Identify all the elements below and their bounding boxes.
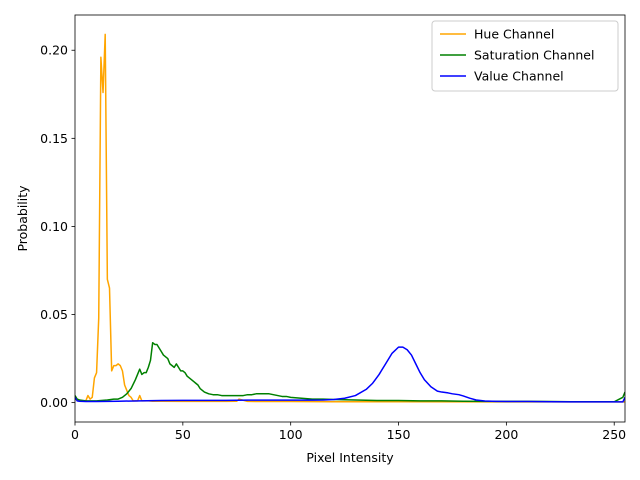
y-tick-label: 0.00 [40,395,68,410]
legend-label-1: Saturation Channel [474,48,594,63]
x-tick-label: 250 [602,427,626,442]
series-line-2 [75,346,625,403]
x-tick-label: 200 [494,427,518,442]
y-tick-label: 0.15 [40,131,68,146]
x-tick-label: 0 [71,427,79,442]
x-tick-label: 100 [279,427,303,442]
y-tick-label: 0.20 [40,43,68,58]
plot-area [75,33,625,403]
legend-label-2: Value Channel [474,69,564,84]
series-line-1 [75,341,625,403]
legend-box [431,20,619,92]
y-tick-label: 0.05 [40,307,68,322]
y-tick-label: 0.10 [40,219,68,234]
y-axis-label: Probability [15,185,30,252]
legend: Hue Channel Saturation Channel Value Chann… [431,20,619,92]
axes-frame [74,14,626,423]
axes: 0 50 100 150 200 250 0.00 0.05 0.10 0.15 0.20 Pixel… [15,14,626,465]
x-tick-label: 150 [387,427,411,442]
legend-label-0: Hue Channel [474,27,554,42]
x-tick-label: 50 [175,427,191,442]
x-axis-label: Pixel Intensity [306,450,394,465]
